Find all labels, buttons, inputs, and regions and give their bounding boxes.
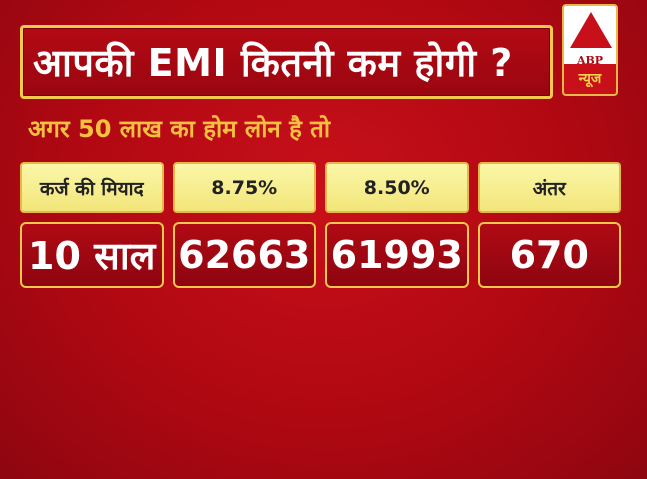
subtitle: अगर 50 लाख का होम लोन है तो: [28, 115, 331, 143]
header-cell-rate-875: 8.75%: [172, 162, 316, 213]
logo-triangle-icon: [570, 12, 612, 48]
title-banner: आपकी EMI कितनी कम होगी ?: [20, 25, 553, 99]
value-cell-difference: 670: [477, 222, 621, 288]
header-cell-difference: अंतर: [477, 162, 621, 213]
value-cell-emi-850: 61993: [325, 222, 469, 288]
value-cell-tenure: 10 साल: [20, 222, 164, 288]
header-cell-rate-850: 8.50%: [325, 162, 469, 213]
table-header-row: कर्ज की मियाद 8.75% 8.50% अंतर: [20, 162, 621, 213]
value-cell-emi-875: 62663: [172, 222, 316, 288]
logo-brand: ABP: [576, 54, 604, 67]
logo-subbrand: न्यूज: [564, 64, 616, 94]
abp-news-logo: ABP न्यूज: [562, 4, 618, 96]
page-title: आपकी EMI कितनी कम होगी ?: [33, 41, 513, 85]
header-cell-tenure: कर्ज की मियाद: [20, 162, 164, 213]
table-row: 10 साल 62663 61993 670: [20, 222, 621, 288]
